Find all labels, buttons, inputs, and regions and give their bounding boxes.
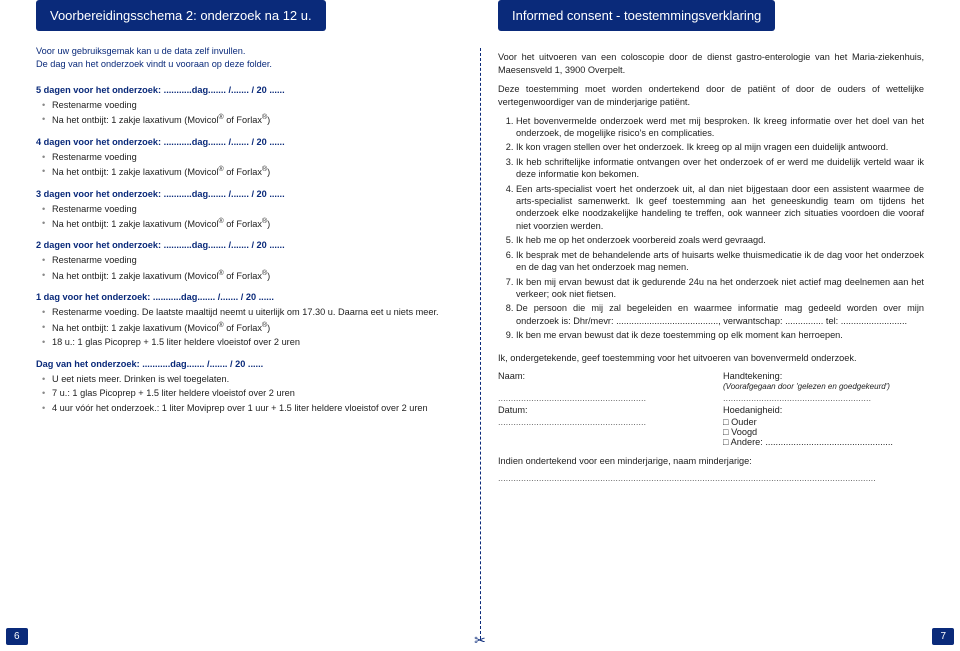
consent-item-8: De persoon die mij zal begeleiden en waa… xyxy=(516,302,924,327)
ontbijt-item: Na het ontbijt: 1 zakje laxativum (Movic… xyxy=(42,321,462,334)
ontbijt-item: Na het ontbijt: 1 zakje laxativum (Movic… xyxy=(42,165,462,178)
page-number-left: 6 xyxy=(6,628,28,645)
date-fill: ...........dag....... /....... / 20 ....… xyxy=(164,240,285,250)
day-4-label: 4 dagen voor het onderzoek: xyxy=(36,137,161,147)
left-header: Voorbereidingsschema 2: onderzoek na 12 … xyxy=(36,0,326,31)
consent-item-2: Ik kon vragen stellen over het onderzoek… xyxy=(516,141,924,153)
date-fill: ...........dag....... /....... / 20 ....… xyxy=(142,359,263,369)
cut-line xyxy=(480,48,481,639)
page-number-right: 7 xyxy=(932,628,954,645)
consent-item-4: Een arts-specialist voert het onderzoek … xyxy=(516,183,924,233)
consent-item-9: Ik ben me ervan bewust dat ik deze toest… xyxy=(516,329,924,341)
datum-label: Datum: xyxy=(498,405,699,415)
day-2-label: 2 dagen voor het onderzoek: xyxy=(36,240,161,250)
intro-line-2: De dag van het onderzoek vindt u vooraan… xyxy=(36,58,462,71)
rest-item: Restenarme voeding xyxy=(42,99,462,111)
naam-dots: ........................................… xyxy=(498,393,699,403)
right-header: Informed consent - toestemmingsverklarin… xyxy=(498,0,775,31)
chk-andere: Andere: ................................… xyxy=(723,437,924,447)
minor-dots: ........................................… xyxy=(498,473,924,483)
datum-dots: ........................................… xyxy=(498,417,699,447)
picoprep-item: 18 u.: 1 glas Picoprep + 1.5 liter helde… xyxy=(42,336,462,348)
right-page: Informed consent - toestemmingsverklarin… xyxy=(480,0,960,651)
day-of-block: Dag van het onderzoek: ...........dag...… xyxy=(36,359,462,414)
day-4-block: 4 dagen voor het onderzoek: ...........d… xyxy=(36,137,462,179)
day-5-label: 5 dagen voor het onderzoek: xyxy=(36,85,161,95)
rest-extra-item: Restenarme voeding. De laatste maaltijd … xyxy=(42,306,462,318)
day-1-block: 1 dag voor het onderzoek: ...........dag… xyxy=(36,292,462,348)
day-2-block: 2 dagen voor het onderzoek: ...........d… xyxy=(36,240,462,282)
no-eat-item: U eet niets meer. Drinken is wel toegela… xyxy=(42,373,462,385)
handtekening-label: Handtekening: xyxy=(723,371,782,381)
intro-block: Voor uw gebruiksgemak kan u de data zelf… xyxy=(36,45,462,71)
day-3-block: 3 dagen voor het onderzoek: ...........d… xyxy=(36,189,462,231)
rest-item: Restenarme voeding xyxy=(42,203,462,215)
day-5-block: 5 dagen voor het onderzoek: ...........d… xyxy=(36,85,462,127)
hoed-label: Hoedanigheid: xyxy=(723,405,924,415)
picoprep-7u-item: 7 u.: 1 glas Picoprep + 1.5 liter helder… xyxy=(42,387,462,399)
consent-intro-1: Voor het uitvoeren van een coloscopie do… xyxy=(498,51,924,77)
moviprep-item: 4 uur vóór het onderzoek.: 1 liter Movip… xyxy=(42,402,462,414)
ontbijt-item: Na het ontbijt: 1 zakje laxativum (Movic… xyxy=(42,269,462,282)
consent-item-5: Ik heb me op het onderzoek voorbereid zo… xyxy=(516,234,924,246)
rest-item: Restenarme voeding xyxy=(42,254,462,266)
consent-item-3: Ik heb schriftelijke informatie ontvange… xyxy=(516,156,924,181)
ontbijt-item: Na het ontbijt: 1 zakje laxativum (Movic… xyxy=(42,217,462,230)
chk-voogd: Voogd xyxy=(723,427,924,437)
vooraf-note: (Voorafgegaan door 'gelezen en goedgekeu… xyxy=(723,382,890,391)
consent-list: Het bovenvermelde onderzoek werd met mij… xyxy=(516,115,924,342)
intro-line-1: Voor uw gebruiksgemak kan u de data zelf… xyxy=(36,45,462,58)
consent-item-6: Ik besprak met de behandelende arts of h… xyxy=(516,249,924,274)
consent-item-1: Het bovenvermelde onderzoek werd met mij… xyxy=(516,115,924,140)
ontbijt-item: Na het ontbijt: 1 zakje laxativum (Movic… xyxy=(42,113,462,126)
naam-label: Naam: xyxy=(498,371,699,391)
rest-item: Restenarme voeding xyxy=(42,151,462,163)
date-fill: ...........dag....... /....... / 20 ....… xyxy=(164,189,285,199)
day-1-label: 1 dag voor het onderzoek: xyxy=(36,292,150,302)
left-page: Voorbereidingsschema 2: onderzoek na 12 … xyxy=(0,0,480,651)
date-fill: ...........dag....... /....... / 20 ....… xyxy=(153,292,274,302)
handtek-dots: ........................................… xyxy=(723,393,924,403)
day-3-label: 3 dagen voor het onderzoek: xyxy=(36,189,161,199)
date-fill: ...........dag....... /....... / 20 ....… xyxy=(164,85,285,95)
day-of-label: Dag van het onderzoek: xyxy=(36,359,140,369)
scissors-icon: ✂ xyxy=(474,632,486,649)
consent-item-7: Ik ben mij ervan bewust dat ik gedurende… xyxy=(516,276,924,301)
date-fill: ...........dag....... /....... / 20 ....… xyxy=(164,137,285,147)
signature-block: Ik, ondergetekende, geef toestemming voo… xyxy=(498,352,924,484)
consent-intro-2: Deze toestemming moet worden ondertekend… xyxy=(498,83,924,109)
chk-ouder: Ouder xyxy=(723,417,924,427)
minor-label: Indien ondertekend voor een minderjarige… xyxy=(498,455,924,468)
signature-lead: Ik, ondergetekende, geef toestemming voo… xyxy=(498,352,924,365)
